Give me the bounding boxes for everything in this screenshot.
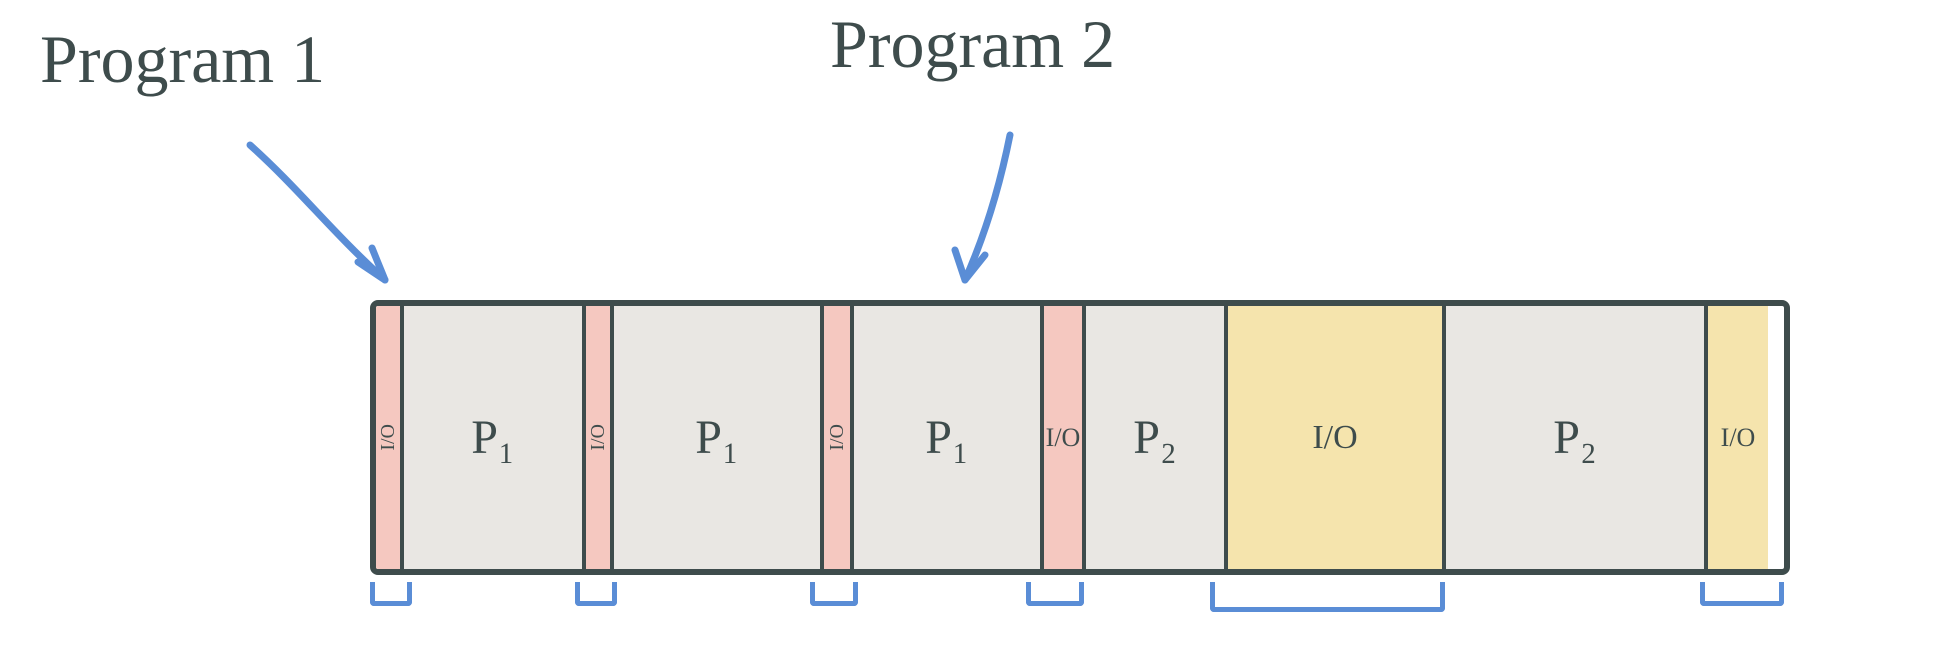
segment-p2b: P₂	[1446, 306, 1708, 569]
segment-label-p2a: P₂	[1133, 410, 1176, 465]
segment-io5: I/O	[1228, 306, 1446, 569]
diagram-root: Program 1 Program 2 I/OP₁I/OP₁I/OP₁I/OP₂…	[0, 0, 1934, 664]
segment-label-p1c: P₁	[925, 410, 968, 465]
segment-label-io4: I/O	[1046, 423, 1081, 453]
segment-label-io6: I/O	[1721, 423, 1756, 453]
segment-label-io5: I/O	[1312, 419, 1357, 457]
segment-p1a: P₁	[404, 306, 586, 569]
segment-io1: I/O	[376, 306, 404, 569]
segment-io4: I/O	[1044, 306, 1086, 569]
segment-label-io2: I/O	[587, 424, 610, 451]
segment-p2a: P₂	[1086, 306, 1228, 569]
segment-io6: I/O	[1708, 306, 1768, 569]
segment-label-p1a: P₁	[471, 410, 514, 465]
segment-p1c: P₁	[854, 306, 1044, 569]
segment-label-p2b: P₂	[1553, 410, 1596, 465]
segment-io2: I/O	[586, 306, 614, 569]
io-bracket-2	[575, 582, 617, 606]
io-bracket-5	[1210, 582, 1445, 612]
segment-label-io3: I/O	[826, 424, 849, 451]
segment-p1b: P₁	[614, 306, 824, 569]
segment-label-io1: I/O	[377, 424, 400, 451]
io-bracket-6	[1700, 582, 1784, 606]
io-bracket-1	[370, 582, 412, 606]
io-bracket-3	[810, 582, 858, 606]
io-bracket-4	[1026, 582, 1084, 606]
segment-label-p1b: P₁	[695, 410, 738, 465]
timeline-bar: I/O P₁ I/O P₁ I/O P₁ I/O P₂ I/O P₂ I/O	[370, 300, 1790, 575]
segment-io3: I/O	[824, 306, 854, 569]
